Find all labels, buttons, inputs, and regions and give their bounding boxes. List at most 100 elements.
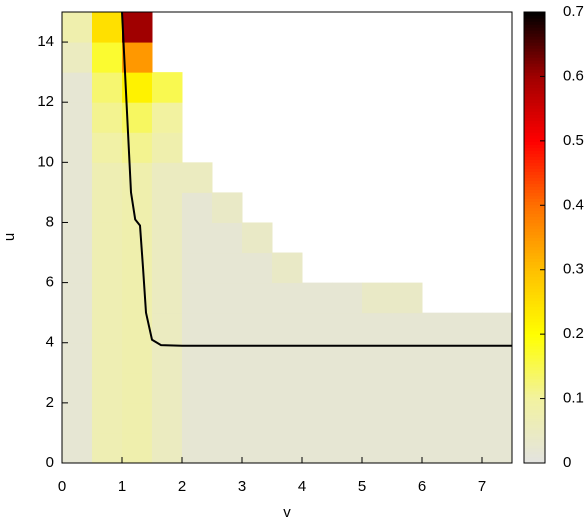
colorbar-slice bbox=[524, 30, 545, 34]
heat-cell bbox=[422, 432, 453, 464]
heat-cell bbox=[302, 342, 333, 374]
colorbar-slice bbox=[524, 327, 545, 332]
colorbar-slice bbox=[524, 318, 545, 323]
colorbar-slice bbox=[524, 312, 545, 317]
colorbar-slice bbox=[524, 81, 545, 85]
colorbar-slice bbox=[524, 102, 545, 106]
colorbar-slice bbox=[524, 441, 545, 446]
heat-cell bbox=[212, 432, 243, 464]
x-tick-label: 6 bbox=[418, 478, 426, 495]
colorbar-slice bbox=[524, 213, 545, 218]
heat-cell bbox=[62, 102, 93, 133]
heat-cell bbox=[272, 282, 303, 314]
colorbar-slice bbox=[524, 207, 545, 212]
colorbar-slice bbox=[524, 72, 545, 76]
heat-cell bbox=[242, 312, 273, 344]
colorbar-slice bbox=[524, 108, 545, 112]
colorbar-slice bbox=[524, 186, 545, 190]
y-tick-label: 2 bbox=[46, 394, 54, 411]
colorbar-slice bbox=[524, 402, 545, 407]
x-tick-label: 2 bbox=[178, 478, 186, 495]
heat-cell bbox=[272, 432, 303, 464]
heat-cell bbox=[62, 312, 93, 344]
heat-cell bbox=[152, 372, 183, 404]
heat-cell bbox=[452, 402, 483, 434]
colorbar-slice bbox=[524, 444, 545, 449]
heat-cell bbox=[152, 132, 183, 163]
heat-cell bbox=[362, 282, 393, 314]
colorbar-slice bbox=[524, 12, 545, 16]
heat-cell bbox=[62, 192, 93, 223]
colorbar-slice bbox=[524, 294, 545, 299]
heat-cell bbox=[392, 432, 423, 464]
colorbar-slice bbox=[524, 438, 545, 443]
heat-cell bbox=[122, 162, 153, 193]
colorbar-slice bbox=[524, 270, 545, 275]
heat-cell bbox=[152, 312, 183, 344]
heat-cell bbox=[392, 342, 423, 374]
heat-cell bbox=[182, 372, 213, 404]
colorbar-slice bbox=[524, 288, 545, 293]
colorbar-slice bbox=[524, 195, 545, 200]
colorbar-tick-label: 0.1 bbox=[563, 390, 584, 407]
heat-cell bbox=[122, 402, 153, 434]
colorbar-slice bbox=[524, 129, 545, 133]
colorbar-slice bbox=[524, 123, 545, 127]
colorbar-slice bbox=[524, 18, 545, 22]
colorbar-slice bbox=[524, 135, 545, 139]
heat-cell bbox=[332, 282, 363, 314]
heat-cell bbox=[152, 402, 183, 434]
heat-cell bbox=[182, 432, 213, 464]
colorbar-slice bbox=[524, 339, 545, 344]
colorbar-slice bbox=[524, 246, 545, 251]
heat-cell bbox=[392, 312, 423, 344]
heat-cell bbox=[212, 252, 243, 284]
colorbar-slice bbox=[524, 156, 545, 160]
heat-cell bbox=[62, 402, 93, 434]
heat-cell bbox=[152, 222, 183, 254]
colorbar-slice bbox=[524, 159, 545, 163]
colorbar-slice bbox=[524, 219, 545, 224]
colorbar-slice bbox=[524, 21, 545, 25]
colorbar-tick-label: 0.6 bbox=[563, 67, 584, 84]
heat-cell bbox=[122, 432, 153, 464]
colorbar-slice bbox=[524, 459, 545, 464]
heat-cell bbox=[332, 312, 363, 344]
colorbar-slice bbox=[524, 141, 545, 145]
heat-cell bbox=[482, 342, 513, 374]
colorbar-slice bbox=[524, 192, 545, 197]
x-axis-label: v bbox=[283, 504, 291, 521]
y-tick-label: 14 bbox=[37, 33, 54, 50]
colorbar-slice bbox=[524, 183, 545, 187]
heat-cell bbox=[152, 162, 183, 193]
colorbar-slice bbox=[524, 48, 545, 52]
colorbar-slice bbox=[524, 234, 545, 239]
colorbar-slice bbox=[524, 405, 545, 410]
colorbar-slice bbox=[524, 300, 545, 305]
heat-cell bbox=[62, 12, 93, 43]
colorbar-slice bbox=[524, 381, 545, 386]
heat-cell bbox=[272, 372, 303, 404]
colorbar-slice bbox=[524, 435, 545, 440]
colorbar-slice bbox=[524, 375, 545, 380]
colorbar-slice bbox=[524, 240, 545, 245]
colorbar-slice bbox=[524, 114, 545, 118]
colorbar-slice bbox=[524, 363, 545, 368]
colorbar-slice bbox=[524, 132, 545, 136]
colorbar-slice bbox=[524, 54, 545, 58]
heat-cell bbox=[272, 312, 303, 344]
heat-cell bbox=[92, 72, 123, 103]
heat-cell bbox=[362, 312, 393, 344]
heat-cell bbox=[212, 342, 243, 374]
colorbar-slice bbox=[524, 330, 545, 335]
heat-cell bbox=[152, 102, 183, 133]
heat-cell bbox=[122, 42, 153, 73]
y-axis-label: u bbox=[1, 233, 18, 241]
heat-cell bbox=[182, 162, 213, 193]
colorbar-slice bbox=[524, 189, 545, 193]
colorbar-slice bbox=[524, 426, 545, 431]
colorbar-slice bbox=[524, 210, 545, 215]
colorbar-slice bbox=[524, 42, 545, 46]
colorbar-slice bbox=[524, 273, 545, 278]
